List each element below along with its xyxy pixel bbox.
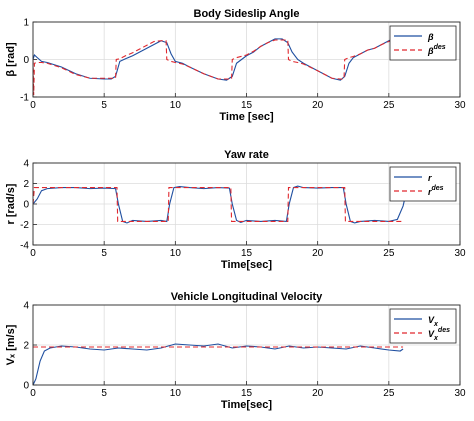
x-tick-label: 25 (383, 248, 395, 259)
legend-box (389, 25, 457, 61)
chart-panel-2: Yaw rate 0 5 10 15 20 25 30 -4 -2 0 2 4 Time[sec] r [r… (5, 149, 466, 271)
y-axis-label: Vₓ [m/s] (5, 324, 17, 365)
y-tick-label: -1 (20, 93, 29, 104)
x-tick-label: 10 (170, 100, 182, 111)
x-tick-label: 30 (454, 100, 466, 111)
x-tick-label: 15 (241, 248, 253, 259)
x-tick-label: 15 (241, 100, 253, 111)
chart-title: Vehicle Longitudinal Velocity (171, 291, 323, 303)
y-axis-label: β [rad] (5, 42, 17, 77)
x-tick-label: 15 (241, 388, 253, 399)
y-tick-label: 0 (23, 381, 29, 392)
legend: β βdes (389, 25, 457, 61)
x-tick-label: 5 (101, 388, 107, 399)
series-line-1 (33, 343, 404, 385)
y-tick-label: 0 (23, 55, 29, 66)
y-tick-label: 4 (23, 301, 29, 312)
legend-entry: βdes (427, 44, 446, 56)
legend-entry: rdes (428, 185, 444, 197)
x-tick-label: 30 (454, 248, 466, 259)
x-tick-label: 30 (454, 388, 466, 399)
chart-title: Body Sideslip Angle (194, 8, 300, 20)
x-axis-label: Time[sec] (221, 399, 272, 411)
y-tick-label: -4 (20, 241, 29, 252)
x-tick-label: 20 (312, 248, 324, 259)
x-tick-label: 0 (30, 248, 36, 259)
legend-entry: Vx (428, 315, 439, 328)
axes-box (32, 162, 461, 246)
series-line-2 (33, 38, 404, 96)
legend-box (389, 308, 457, 344)
y-tick-label: 1 (23, 18, 29, 29)
x-tick-label: 10 (170, 248, 182, 259)
legend-box (389, 166, 457, 202)
x-tick-label: 0 (30, 100, 36, 111)
legend-entry: Vxdes (428, 327, 450, 342)
series-line-1 (33, 185, 407, 224)
series-line-1 (33, 36, 404, 81)
x-tick-label: 20 (312, 388, 324, 399)
axes-box (32, 21, 461, 98)
x-axis-label: Time[sec] (221, 259, 272, 271)
legend-entry: r (428, 173, 432, 183)
axes-box (32, 304, 461, 386)
x-tick-label: 0 (30, 388, 36, 399)
x-tick-label: 25 (383, 388, 395, 399)
x-tick-label: 20 (312, 100, 324, 111)
x-tick-label: 5 (101, 100, 107, 111)
y-tick-label: 4 (23, 159, 29, 170)
legend: r rdes (389, 166, 457, 202)
x-tick-label: 25 (383, 100, 395, 111)
x-tick-label: 10 (170, 388, 182, 399)
x-tick-label: 5 (101, 248, 107, 259)
legend-entry: β (427, 32, 434, 42)
y-tick-label: 0 (23, 200, 29, 211)
y-tick-label: 2 (23, 179, 29, 190)
y-axis-label: r [rad/s] (5, 183, 17, 224)
y-tick-label: 2 (23, 341, 29, 352)
series-line-2 (33, 187, 404, 222)
x-axis-label: Time [sec] (219, 111, 274, 123)
chart-title: Yaw rate (224, 149, 269, 161)
y-tick-label: -2 (20, 220, 29, 231)
